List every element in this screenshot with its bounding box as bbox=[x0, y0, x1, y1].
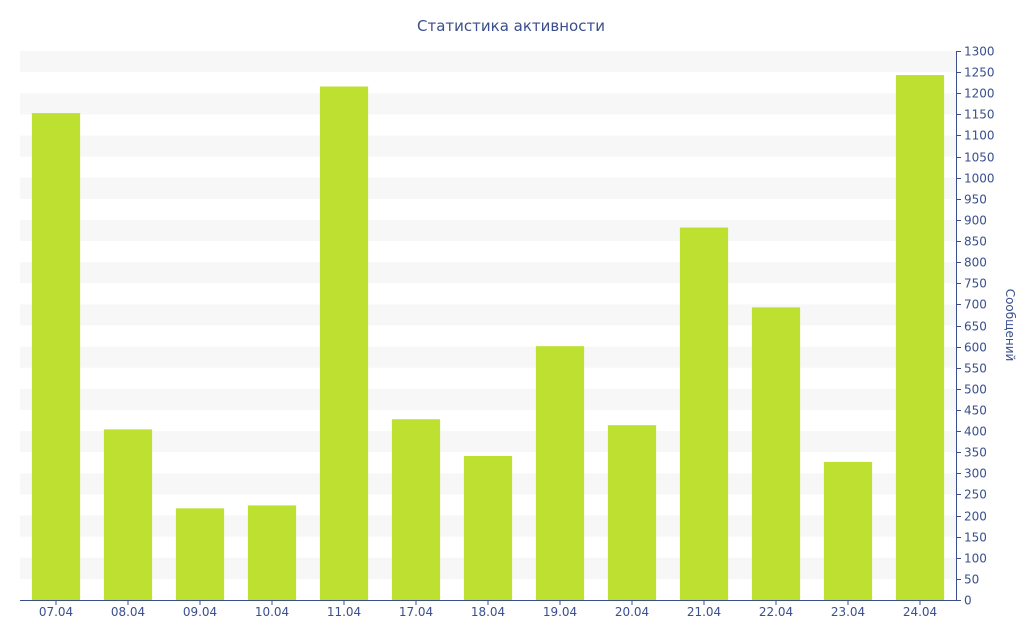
x-tick-label: 18.04 bbox=[471, 605, 505, 619]
y-tick-label: 350 bbox=[964, 446, 987, 460]
bar bbox=[391, 419, 441, 600]
bar bbox=[895, 75, 945, 601]
grid-band bbox=[20, 51, 956, 73]
grid-band bbox=[20, 346, 956, 368]
y-tick-label: 700 bbox=[964, 298, 987, 312]
grid-band bbox=[20, 388, 956, 410]
y-tick-label: 150 bbox=[964, 531, 987, 545]
y-tick-label: 900 bbox=[964, 214, 987, 228]
bar bbox=[823, 461, 873, 600]
y-tick-label: 50 bbox=[964, 573, 979, 587]
y-axis-title: Сообщений bbox=[1003, 289, 1017, 362]
grid-band bbox=[20, 304, 956, 326]
bar bbox=[175, 508, 225, 600]
y-tick-label: 1100 bbox=[964, 129, 995, 143]
bar bbox=[679, 227, 729, 601]
x-tick-label: 09.04 bbox=[183, 605, 217, 619]
y-tick-label: 1300 bbox=[964, 45, 995, 59]
y-tick-label: 850 bbox=[964, 235, 987, 249]
x-tick-label: 19.04 bbox=[543, 605, 577, 619]
bar bbox=[535, 346, 585, 600]
y-tick-label: 1050 bbox=[964, 151, 995, 165]
y-tick-label: 500 bbox=[964, 383, 987, 397]
grid-band bbox=[20, 135, 956, 157]
y-tick-label: 200 bbox=[964, 510, 987, 524]
grid-band bbox=[20, 93, 956, 115]
grid-band bbox=[20, 177, 956, 199]
y-tick-label: 450 bbox=[964, 404, 987, 418]
x-tick-label: 24.04 bbox=[903, 605, 937, 619]
y-tick-label: 1000 bbox=[964, 172, 995, 186]
y-tick-label: 750 bbox=[964, 277, 987, 291]
x-tick-label: 21.04 bbox=[687, 605, 721, 619]
chart-title: Статистика активности bbox=[417, 17, 605, 35]
bar bbox=[463, 455, 513, 600]
x-tick-label: 08.04 bbox=[111, 605, 145, 619]
y-tick-label: 1150 bbox=[964, 108, 995, 122]
grid-band bbox=[20, 219, 956, 242]
x-tick-label: 20.04 bbox=[615, 605, 649, 619]
y-tick-label: 400 bbox=[964, 425, 987, 439]
x-tick-label: 17.04 bbox=[399, 605, 433, 619]
grid-band bbox=[20, 431, 956, 453]
x-tick-label: 22.04 bbox=[759, 605, 793, 619]
grid-band bbox=[20, 262, 956, 284]
y-tick-label: 550 bbox=[964, 362, 987, 376]
bars-group bbox=[31, 75, 945, 601]
y-tick-label: 250 bbox=[964, 488, 987, 502]
y-tick-label: 0 bbox=[964, 594, 972, 608]
y-tick-label: 650 bbox=[964, 320, 987, 334]
y-tick-label: 100 bbox=[964, 552, 987, 566]
y-tick-label: 950 bbox=[964, 193, 987, 207]
y-tick-label: 800 bbox=[964, 256, 987, 270]
bar bbox=[31, 113, 81, 601]
y-tick-label: 600 bbox=[964, 341, 987, 355]
y-tick-label: 1250 bbox=[964, 66, 995, 80]
bar bbox=[103, 429, 153, 600]
bar bbox=[319, 86, 369, 600]
x-tick-label: 23.04 bbox=[831, 605, 865, 619]
y-tick-label: 1200 bbox=[964, 87, 995, 101]
bar bbox=[607, 425, 657, 600]
ticks-group: 0 50 100 150 200 250 300 350 400 450 500 550 600 650 7… bbox=[39, 45, 995, 620]
bar bbox=[751, 307, 801, 600]
bar bbox=[247, 505, 297, 600]
x-tick-label: 10.04 bbox=[255, 605, 289, 619]
x-tick-label: 07.04 bbox=[39, 605, 73, 619]
y-tick-label: 300 bbox=[964, 467, 987, 481]
x-tick-label: 11.04 bbox=[327, 605, 361, 619]
